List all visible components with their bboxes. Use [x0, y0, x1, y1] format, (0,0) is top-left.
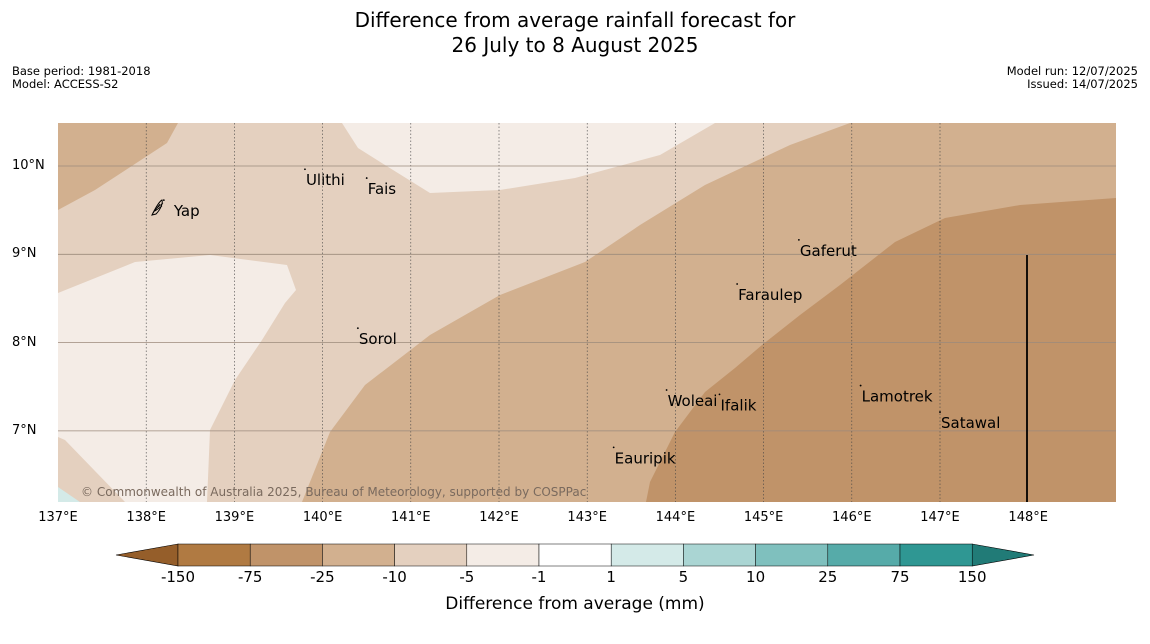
place-label: Fais [368, 180, 397, 198]
colorbar-tick-label: -10 [382, 568, 407, 586]
copyright-text: © Commonwealth of Australia 2025, Bureau… [81, 485, 586, 499]
place-dot [304, 168, 306, 171]
colorbar-segment [322, 543, 395, 567]
place-dot [718, 393, 721, 396]
colorbar-under-arrow [115, 543, 179, 567]
colorbar-segment [394, 543, 468, 567]
colorbar-segment [755, 543, 829, 567]
colorbar-tick-label: -5 [459, 568, 475, 586]
colorbar-segment [177, 543, 251, 567]
place-dot [859, 384, 862, 387]
colorbar-segment [538, 543, 612, 567]
colorbar [115, 543, 1035, 567]
place-label: Lamotrek [862, 388, 933, 406]
lon-label: 137°E [38, 510, 78, 525]
colorbar-tick-label: 10 [746, 568, 766, 586]
yap-island-icon [151, 199, 164, 216]
colorbar-segment [683, 543, 756, 567]
lon-label: 141°E [391, 510, 431, 525]
place-label: Faraulep [738, 286, 802, 304]
colorbar-tick-label: -25 [310, 568, 335, 586]
place-label: Ifalik [721, 396, 757, 414]
lon-label: 138°E [126, 510, 166, 525]
meta-right: Model run: 12/07/2025 Issued: 14/07/2025 [1007, 65, 1138, 91]
colorbar-tick-label: 150 [957, 568, 987, 586]
place-label: Eauripik [615, 449, 676, 467]
place-label: Woleai [668, 392, 718, 410]
colorbar-tick-label: 25 [818, 568, 838, 586]
place-label: Yap [173, 202, 200, 220]
region-left-minus5 [58, 255, 296, 502]
place-label: Gaferut [800, 242, 857, 260]
place-dot [736, 283, 739, 285]
lon-label: 144°E [655, 510, 696, 525]
model-name: Model: ACCESS-S2 [12, 77, 119, 91]
gridlines [58, 123, 1116, 502]
title-line-2: 26 July to 8 August 2025 [451, 33, 699, 57]
place-dot [365, 177, 368, 179]
place-dot [162, 199, 165, 202]
colorbar-segment [249, 543, 323, 567]
region-bottomleft-plus1 [58, 487, 80, 502]
model-run: Model run: 12/07/2025 [1006, 64, 1138, 78]
place-dot [356, 327, 359, 330]
place-dot [939, 411, 941, 413]
place-label: Sorol [359, 330, 397, 348]
colorbar-segment [827, 543, 901, 567]
issued-date: Issued: 14/07/2025 [1027, 77, 1138, 91]
region-topleft-minus25 [58, 123, 178, 210]
colorbar-tick-label: -75 [237, 568, 263, 586]
lat-label: 7°N [12, 422, 37, 438]
colorbar-segment [899, 543, 973, 567]
colorbar-title: Difference from average (mm) [445, 594, 705, 614]
lat-label: 10°N [12, 158, 45, 173]
lon-label: 140°E [302, 510, 343, 525]
lon-label: 142°E [479, 510, 519, 525]
lat-label: 9°N [12, 246, 37, 262]
lat-label: 8°N [12, 334, 37, 350]
place-dot [665, 389, 668, 391]
lon-label: 147°E [920, 510, 960, 525]
colorbar-tick-label: -1 [531, 568, 547, 586]
map-title: Difference from average rainfall forecas… [0, 8, 1150, 58]
lon-label: 145°E [743, 510, 784, 525]
lon-label: 143°E [567, 510, 607, 525]
region-right-minus75 [646, 198, 1116, 502]
place-dot [797, 238, 800, 241]
lon-label: 146°E [832, 510, 872, 525]
colorbar-tick-label: -150 [160, 568, 196, 586]
colorbar-tick-label: 5 [678, 568, 689, 586]
colorbar-tick-label: 1 [606, 568, 616, 586]
place-dot [612, 446, 615, 449]
meta-left: Base period: 1981-2018 Model: ACCESS-S2 [12, 65, 151, 91]
colorbar-tick-label: 75 [890, 568, 910, 586]
place-labels: Ulithi Fais Yap Gaferut Faraulep Sorol Lamotre… [162, 168, 1000, 467]
lon-label: 148°E [1008, 510, 1048, 525]
map-area: © Commonwealth of Australia 2025, Bureau… [58, 123, 1116, 502]
base-period: Base period: 1981-2018 [12, 64, 151, 78]
title-line-1: Difference from average rainfall forecas… [354, 8, 796, 32]
place-label: Satawal [941, 414, 1000, 432]
colorbar-over-arrow [971, 543, 1035, 567]
colorbar-segment [610, 543, 684, 567]
colorbar-segment [466, 543, 540, 567]
place-label: Ulithi [306, 171, 345, 189]
lon-label: 139°E [214, 510, 255, 525]
region-top-minus5 [342, 123, 715, 193]
